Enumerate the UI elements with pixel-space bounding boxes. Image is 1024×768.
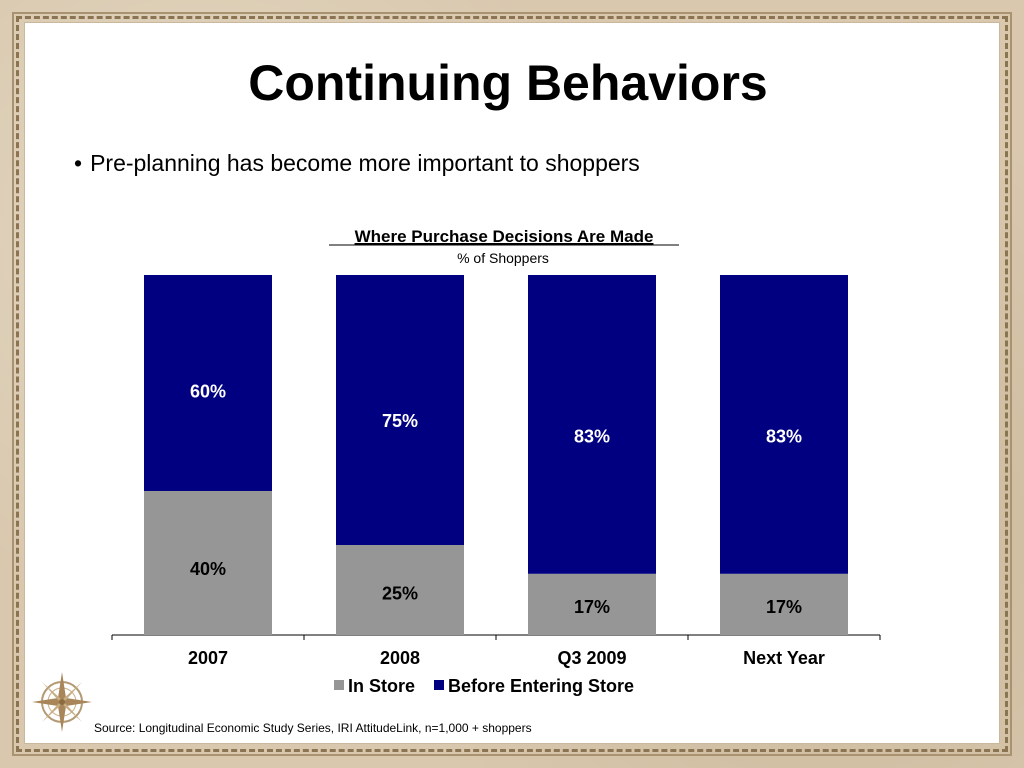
decorative-frame	[12, 12, 1012, 756]
compass-rose-icon	[32, 672, 92, 732]
x-tick-label: 2008	[380, 648, 420, 668]
legend-swatch-in-store	[334, 680, 344, 690]
bar-in-store	[720, 573, 848, 635]
bullet-text: Pre-planning has become more important t…	[90, 150, 640, 176]
bar-in-store	[528, 573, 656, 635]
legend-label: Before Entering Store	[448, 676, 634, 696]
decorative-stitch-border	[16, 16, 1008, 752]
data-label: 83%	[766, 426, 802, 446]
bar-before-entering-store	[528, 275, 656, 574]
data-label: 83%	[574, 426, 610, 446]
source-note: Source: Longitudinal Economic Study Seri…	[94, 721, 532, 735]
data-label: 25%	[382, 584, 418, 604]
slide-title: Continuing Behaviors	[248, 55, 768, 111]
bar-before-entering-store	[336, 275, 464, 545]
data-label: 17%	[574, 597, 610, 617]
x-tick-label: Q3 2009	[557, 648, 626, 668]
data-label: 60%	[190, 382, 226, 402]
legend-swatch-before-entering-store	[434, 680, 444, 690]
legend-label: In Store	[348, 676, 415, 696]
chart-title: Where Purchase Decisions Are Made	[355, 227, 654, 246]
bullet-icon: •	[74, 150, 83, 176]
chart-subtitle: % of Shoppers	[457, 250, 549, 266]
bar-in-store	[144, 491, 272, 635]
bar-before-entering-store	[144, 275, 272, 491]
bullet-point: • Pre-planning has become more important …	[74, 150, 640, 177]
data-label: 75%	[382, 411, 418, 431]
x-tick-label: 2007	[188, 648, 228, 668]
bar-before-entering-store	[720, 275, 848, 574]
data-label: 17%	[766, 597, 802, 617]
x-tick-label: Next Year	[743, 648, 825, 668]
bar-in-store	[336, 545, 464, 635]
data-label: 40%	[190, 559, 226, 579]
